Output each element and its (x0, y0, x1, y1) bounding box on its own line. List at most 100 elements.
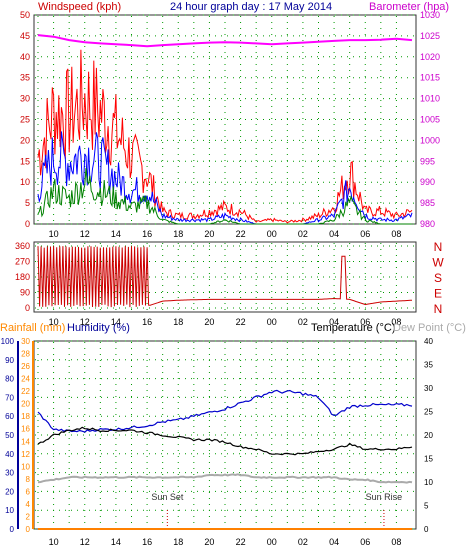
wind-axis-tick: 40 (20, 52, 30, 62)
x-tick-label: 22 (236, 537, 246, 547)
x-tick-label: 04 (329, 229, 339, 239)
temperature-axis-tick: 30 (424, 384, 433, 393)
temperature-axis-tick: 35 (424, 361, 433, 370)
x-tick-label: 08 (391, 537, 401, 547)
humidity-axis-tick: 0 (10, 525, 15, 534)
x-tick-label: 06 (360, 317, 370, 327)
x-tick-label: 22 (236, 229, 246, 239)
humidity-axis-tick: 60 (5, 412, 14, 421)
temperature-axis-tick: 40 (424, 337, 433, 346)
rainfall-axis-tick: 24 (21, 375, 30, 384)
x-tick-label: 06 (360, 537, 370, 547)
rainfall-axis-tick: 28 (21, 350, 30, 359)
humidity-axis-tick: 20 (5, 487, 14, 496)
direction-axis-tick: 180 (15, 272, 30, 282)
temperature-line (37, 426, 413, 456)
x-tick-label: 14 (111, 229, 121, 239)
x-tick-label: 06 (360, 229, 370, 239)
direction-axis-tick: 90 (20, 288, 30, 298)
temperature-axis-tick: 25 (424, 408, 433, 417)
x-tick-label: 00 (267, 317, 277, 327)
temperature-axis-tick: 10 (424, 478, 433, 487)
wind-axis-tick: 35 (20, 73, 30, 83)
barometer-axis-tick: 1030 (420, 10, 440, 20)
humidity-axis-tick: 80 (5, 375, 14, 384)
x-tick-label: 02 (298, 229, 308, 239)
x-tick-label: 12 (80, 317, 90, 327)
barometer-axis-tick: 1010 (420, 94, 440, 104)
x-tick-label: 00 (267, 537, 277, 547)
direction-axis-tick: 270 (15, 257, 30, 267)
x-tick-label: 20 (204, 317, 214, 327)
humidity-line (37, 389, 413, 433)
barometer-axis-tick: 980 (420, 219, 435, 229)
x-tick-label: 08 (391, 317, 401, 327)
x-tick-label: 14 (111, 317, 121, 327)
rainfall-axis-tick: 22 (21, 387, 30, 396)
x-tick-label: 10 (49, 317, 59, 327)
barometer-axis-tick: 1025 (420, 31, 440, 41)
humidity-axis-tick: 30 (5, 469, 14, 478)
barometer-axis-tick: 995 (420, 156, 435, 166)
x-tick-label: 12 (80, 229, 90, 239)
x-tick-label: 18 (173, 229, 183, 239)
wind-low-line (37, 168, 412, 225)
barometer-axis-tick: 1005 (420, 115, 440, 125)
direction-axis-tick: 360 (15, 241, 30, 251)
rainfall-axis-tick: 30 (21, 337, 30, 346)
wind-axis-tick: 20 (20, 135, 30, 145)
chart-title: 24 hour graph day : 17 May 2014 (170, 1, 332, 13)
dewpoint-line (37, 473, 413, 484)
wind-axis-tick: 10 (20, 177, 30, 187)
series-layer (37, 34, 413, 530)
wind-direction-line (37, 246, 412, 308)
x-tick-label: 10 (49, 229, 59, 239)
direction-axis-tick: 0 (25, 303, 30, 313)
humidity-axis-tick: 100 (1, 337, 15, 346)
compass-label: S (434, 271, 442, 285)
x-tick-label: 20 (204, 229, 214, 239)
rainfall-axis-tick: 0 (26, 525, 31, 534)
x-tick-label: 16 (142, 537, 152, 547)
humidity-axis-tick: 70 (5, 393, 14, 402)
humidity-axis-tick: 50 (5, 431, 14, 440)
x-tick-label: 02 (298, 317, 308, 327)
rainfall-axis-tick: 6 (26, 487, 31, 496)
rainfall-axis-tick: 4 (26, 500, 31, 509)
x-tick-label: 14 (111, 537, 121, 547)
x-tick-label: 16 (142, 317, 152, 327)
temperature-axis-title: Temperature (°C) (311, 322, 395, 334)
wind-axis-tick: 50 (20, 10, 30, 20)
wind-axis-tick: 5 (25, 198, 30, 208)
rainfall-axis-tick: 16 (21, 425, 30, 434)
temperature-panel-frame (33, 340, 417, 530)
x-tick-label: 04 (329, 317, 339, 327)
rainfall-axis-tick: 10 (21, 462, 30, 471)
compass-label: E (434, 287, 442, 301)
barometer-axis-tick: 990 (420, 177, 435, 187)
wind-axis-tick: 30 (20, 94, 30, 104)
humidity-axis-tick: 40 (5, 450, 14, 459)
rainfall-axis-tick: 12 (21, 450, 30, 459)
x-tick-label: 20 (204, 537, 214, 547)
x-tick-label: 08 (391, 229, 401, 239)
rainfall-axis-tick: 20 (21, 400, 30, 409)
humidity-axis-tick: 90 (5, 356, 14, 365)
rainfall-axis-tick: 8 (26, 475, 31, 484)
x-tick-label: 04 (329, 537, 339, 547)
barometer-axis-tick: 1000 (420, 135, 440, 145)
wind-axis-tick: 15 (20, 156, 30, 166)
x-tick-label: 10 (49, 537, 59, 547)
wind-axis-tick: 0 (25, 219, 30, 229)
x-tick-label: 16 (142, 229, 152, 239)
temperature-axis-tick: 0 (424, 525, 429, 534)
wind-axis-tick: 45 (20, 31, 30, 41)
humidity-axis-title: Humidity (%) (67, 322, 130, 334)
rainfall-axis-title: Rainfall (mm) (0, 322, 65, 334)
rainfall-axis-tick: 26 (21, 362, 30, 371)
barometer-line (37, 34, 413, 48)
compass-label: W (432, 256, 444, 270)
